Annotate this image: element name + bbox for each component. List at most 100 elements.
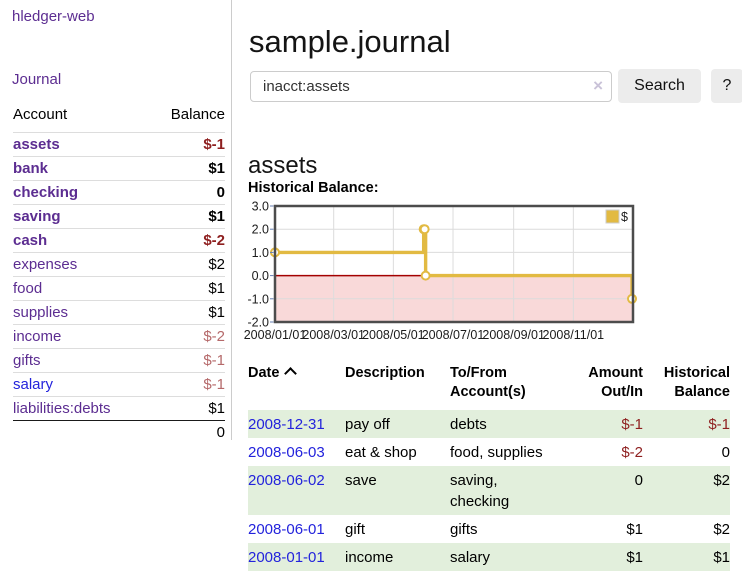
- svg-text:2008/05/01: 2008/05/01: [362, 328, 425, 342]
- sidebar: hledger-web Journal Account Balance asse…: [0, 0, 232, 444]
- account-heading: assets: [248, 151, 318, 179]
- transaction-date-link[interactable]: 2008-06-01: [248, 521, 325, 538]
- accounts-header-row: Account Balance: [13, 103, 225, 133]
- page-title: sample.journal: [249, 23, 451, 59]
- svg-text:$: $: [621, 210, 628, 224]
- transaction-description: income: [345, 549, 394, 566]
- svg-text:2008/03/01: 2008/03/01: [302, 328, 365, 342]
- transaction-description: gift: [345, 521, 366, 538]
- accounts-header-account: Account: [13, 106, 68, 123]
- account-link-salary[interactable]: salary: [13, 376, 54, 393]
- account-row-checking: checking 0: [13, 180, 225, 205]
- transaction-description: pay off: [345, 416, 390, 433]
- transaction-date-link[interactable]: 2008-06-02: [248, 472, 325, 489]
- register-table: Date Description To/From Account(s) Amou…: [248, 362, 730, 571]
- account-link-gifts[interactable]: gifts: [13, 352, 41, 369]
- account-link-liabilities-debts[interactable]: liabilities:debts: [13, 400, 111, 417]
- register-row: 2008-12-31 pay off debts $-1 $-1: [248, 410, 730, 438]
- search-input[interactable]: [250, 70, 612, 102]
- account-link-assets[interactable]: assets: [13, 136, 60, 153]
- historical-balance-chart: 3.0 2.0 1.0 0.0 -1.0 -2.0 2008/01/01 2008/03/01…: [240, 200, 740, 345]
- account-balance: $1: [149, 156, 225, 181]
- account-row-salary: salary $-1: [13, 372, 225, 397]
- account-row-supplies: supplies $1: [13, 300, 225, 325]
- register-header-description: Description: [345, 365, 425, 381]
- app-title-link[interactable]: hledger-web: [12, 8, 95, 25]
- account-link-food[interactable]: food: [13, 280, 43, 297]
- sort-ascending-icon: [284, 367, 298, 380]
- chart-canvas: 3.0 2.0 1.0 0.0 -1.0 -2.02008/01/012008/03/01…: [244, 200, 638, 342]
- register-header-accounts: To/From Account(s): [450, 365, 526, 400]
- account-balance: $1: [149, 204, 225, 229]
- chart-title: Historical Balance:: [248, 180, 379, 196]
- account-link-checking[interactable]: checking: [13, 184, 79, 201]
- account-balance: $2: [149, 252, 225, 277]
- transaction-amount: $1: [626, 549, 643, 566]
- register-header-amount: Amount Out/In: [588, 365, 643, 400]
- transaction-balance: $1: [713, 549, 730, 566]
- svg-text:2008/09/01: 2008/09/01: [482, 328, 545, 342]
- account-balance: $-1: [149, 348, 225, 373]
- account-link-supplies[interactable]: supplies: [13, 304, 69, 321]
- register-header-balance: Historical Balance: [663, 365, 730, 400]
- account-row-food: food $1: [13, 276, 225, 301]
- transaction-accounts: gifts: [450, 521, 478, 538]
- transaction-amount: $1: [626, 521, 643, 538]
- accounts-total-row: 0: [13, 420, 225, 444]
- account-link-income[interactable]: income: [13, 328, 62, 345]
- account-row-income: income $-2: [13, 324, 225, 349]
- account-link-cash[interactable]: cash: [13, 232, 48, 249]
- register-row: 2008-06-03 eat & shop food, supplies $-2…: [248, 438, 730, 466]
- svg-text:1.0: 1.0: [252, 246, 269, 260]
- svg-text:2008/11/01: 2008/11/01: [543, 328, 605, 342]
- transaction-amount: $-2: [621, 444, 643, 461]
- help-button[interactable]: ?: [711, 69, 742, 103]
- transaction-date-link[interactable]: 2008-01-01: [248, 549, 325, 566]
- svg-text:-1.0: -1.0: [247, 292, 269, 306]
- account-row-gifts: gifts $-1: [13, 348, 225, 373]
- accounts-header-balance: Balance: [170, 106, 225, 123]
- transaction-accounts: salary: [450, 549, 491, 566]
- svg-text:2008/01/01: 2008/01/01: [244, 328, 307, 342]
- account-link-bank[interactable]: bank: [13, 160, 49, 177]
- svg-text:-2.0: -2.0: [247, 316, 269, 330]
- account-balance: $1: [149, 300, 225, 325]
- transaction-amount: 0: [634, 472, 643, 489]
- transaction-accounts: saving, checking: [450, 472, 510, 510]
- svg-text:2.0: 2.0: [252, 223, 269, 237]
- transaction-description: save: [345, 472, 377, 489]
- svg-text:0.0: 0.0: [252, 269, 269, 283]
- transaction-description: eat & shop: [345, 444, 417, 461]
- transaction-balance: $-1: [708, 416, 730, 433]
- account-balance: $-2: [149, 228, 225, 253]
- register-row: 2008-06-02 save saving, checking 0 $2: [248, 466, 730, 515]
- svg-text:2008/07/01: 2008/07/01: [422, 328, 485, 342]
- account-link-saving[interactable]: saving: [13, 208, 61, 225]
- account-balance: $-1: [149, 372, 225, 397]
- account-balance: $-1: [149, 132, 225, 157]
- search-bar: × Search ?: [250, 68, 742, 104]
- svg-text:3.0: 3.0: [252, 200, 269, 214]
- transaction-amount: $-1: [621, 416, 643, 433]
- sidebar-item-journal[interactable]: Journal: [12, 71, 62, 88]
- register-header-date[interactable]: Date: [248, 362, 345, 410]
- register-header-row: Date Description To/From Account(s) Amou…: [248, 362, 730, 410]
- account-row-expenses: expenses $2: [13, 252, 225, 277]
- transaction-date-link[interactable]: 2008-06-03: [248, 444, 325, 461]
- account-link-expenses[interactable]: expenses: [13, 256, 78, 273]
- register-row: 2008-01-01 income salary $1 $1: [248, 543, 730, 571]
- accounts-table: Account Balance assets $-1 bank $1 check…: [13, 103, 225, 444]
- search-button[interactable]: Search: [618, 69, 701, 103]
- transaction-date-link[interactable]: 2008-12-31: [248, 416, 325, 433]
- transaction-balance: 0: [721, 444, 730, 461]
- account-row-saving: saving $1: [13, 204, 225, 229]
- account-balance: $1: [149, 396, 225, 421]
- transaction-accounts: food, supplies: [450, 444, 543, 461]
- clear-search-icon[interactable]: ×: [593, 75, 603, 95]
- account-row-bank: bank $1: [13, 156, 225, 181]
- account-row-cash: cash $-2: [13, 228, 225, 253]
- transaction-accounts: debts: [450, 416, 487, 433]
- account-balance: $1: [149, 276, 225, 301]
- transaction-balance: $2: [713, 521, 730, 538]
- transaction-balance: $2: [713, 472, 730, 489]
